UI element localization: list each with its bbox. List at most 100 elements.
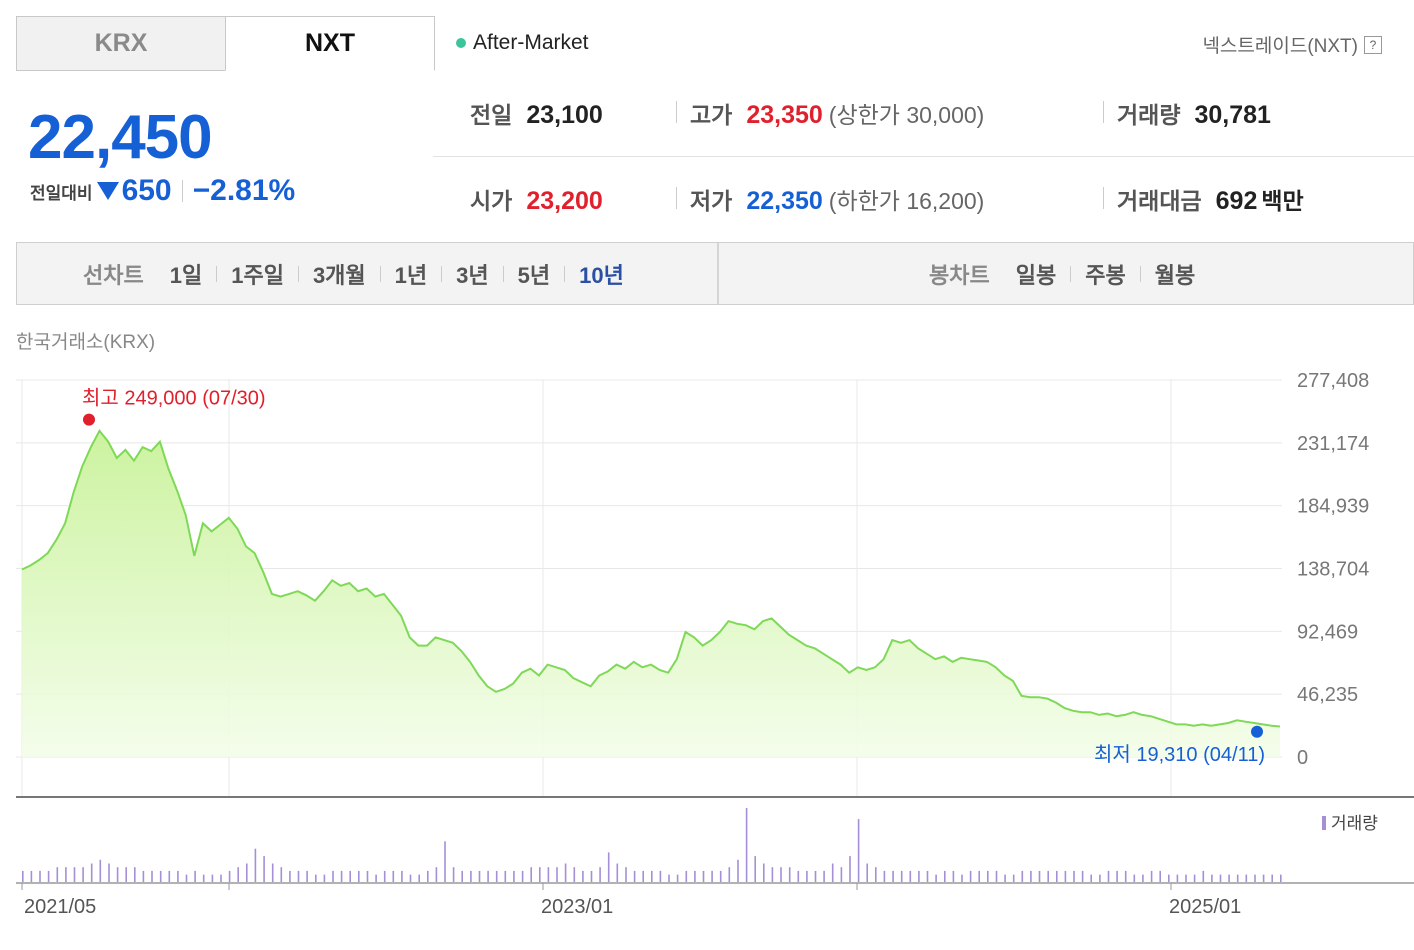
stat-trade-value: 거래대금 692 백만 — [1117, 187, 1304, 215]
volume-bar — [478, 870, 481, 882]
volume-bar — [883, 870, 886, 882]
volume-bar — [332, 870, 334, 882]
volume-bar — [47, 870, 50, 882]
period-1w[interactable]: 1주일 — [231, 262, 284, 288]
volume-bar — [1262, 874, 1265, 882]
volume-bar — [1228, 874, 1230, 882]
y-tick-label: 184,939 — [1297, 496, 1369, 518]
period-1d[interactable]: 1일 — [169, 262, 203, 288]
volume-bar — [1124, 870, 1127, 882]
volume-bar — [461, 870, 463, 882]
volume-bar — [806, 870, 808, 882]
volume-bar — [73, 867, 76, 882]
volume-bar — [1245, 874, 1248, 882]
stat-divider — [1103, 101, 1104, 123]
volume-bar — [823, 870, 825, 882]
high-marker-dot — [83, 413, 95, 426]
volume-bar — [625, 867, 627, 882]
stat-divider — [1103, 187, 1104, 209]
volume-bar — [1081, 870, 1084, 882]
volume-bar — [504, 870, 507, 882]
volume-bar — [56, 867, 59, 882]
help-icon[interactable]: ? — [1364, 35, 1382, 54]
volume-bar — [987, 870, 989, 882]
period-3y[interactable]: 3년 — [456, 262, 489, 288]
volume-bar — [1219, 874, 1222, 882]
volume-bar — [719, 870, 722, 882]
volume-bar — [685, 870, 688, 882]
volume-bar — [961, 874, 963, 882]
volume-bar — [177, 870, 179, 882]
volume-bar — [495, 870, 498, 882]
y-tick-label: 231,174 — [1297, 433, 1369, 455]
volume-bar — [582, 870, 584, 882]
volume-bar — [737, 859, 739, 882]
volume-bar — [1133, 874, 1136, 882]
volume-bar — [1021, 870, 1024, 882]
stat-volume: 거래량 30,781 — [1117, 101, 1271, 129]
volume-bar — [470, 870, 472, 882]
volume-bar — [263, 856, 265, 882]
volume-bar — [246, 863, 248, 882]
volume-bar — [780, 867, 782, 882]
change-label: 전일대비 — [30, 183, 93, 203]
candle-monthly[interactable]: 월봉 — [1154, 262, 1196, 288]
candle-weekly[interactable]: 주봉 — [1085, 262, 1126, 288]
period-1y[interactable]: 1년 — [394, 262, 428, 288]
volume-bar — [651, 870, 653, 882]
price-line — [21, 428, 1281, 728]
volume-bar — [1030, 870, 1032, 882]
nxt-exchange-link[interactable]: 넥스트레이드(NXT) ? — [1202, 31, 1382, 58]
volume-bar — [763, 863, 765, 882]
change-amount: 650 — [121, 174, 172, 207]
tab-krx[interactable]: KRX — [16, 16, 226, 71]
volume-bar — [1047, 870, 1049, 882]
volume-bar — [220, 874, 222, 882]
volume-bar — [1159, 870, 1161, 882]
volume-bar — [1176, 874, 1179, 882]
period-bar-divider — [717, 243, 719, 304]
candle-chart-tabs: 봉차트 일봉 주봉 월봉 — [929, 243, 1209, 304]
volume-bar — [539, 867, 541, 882]
candle-chart-title: 봉차트 — [929, 262, 990, 288]
volume-bar — [65, 867, 67, 882]
volume-bar — [1271, 874, 1273, 882]
volume-bar — [1004, 874, 1006, 882]
volume-bar — [1280, 874, 1282, 882]
change-divider — [181, 180, 183, 202]
period-10y[interactable]: 10년 — [579, 262, 624, 288]
tab-nxt[interactable]: NXT — [225, 16, 435, 71]
volume-bar — [952, 870, 955, 882]
stats-divider — [433, 156, 1414, 157]
price-chart[interactable]: 277,408 231,174 184,939 138,704 92,469 46,235… — [0, 360, 1414, 940]
volume-bar — [1193, 874, 1196, 882]
period-3m[interactable]: 3개월 — [312, 262, 366, 288]
volume-bar — [159, 870, 162, 882]
volume-bar — [315, 874, 317, 882]
volume-bar — [142, 870, 145, 882]
tab-divider — [1139, 265, 1141, 282]
volume-bar — [1056, 870, 1058, 882]
volume-bar — [909, 870, 912, 882]
volume-bar — [530, 867, 532, 882]
low-marker-dot — [1251, 725, 1263, 738]
volume-bar — [82, 867, 84, 882]
volume-bar — [814, 870, 817, 882]
volume-bar — [366, 870, 369, 882]
volume-bar — [211, 874, 214, 882]
volume-bar — [969, 870, 972, 882]
volume-bar — [900, 870, 903, 882]
period-5y[interactable]: 5년 — [517, 262, 551, 288]
volume-bar — [668, 874, 670, 882]
volume-bar — [1168, 874, 1170, 882]
volume-bar — [22, 870, 24, 882]
volume-bar — [297, 870, 300, 882]
line-chart-tabs: 선차트 1일 1주일 3개월 1년 3년 5년 10년 — [83, 243, 638, 304]
tab-divider — [441, 265, 443, 282]
volume-bar — [978, 870, 980, 882]
volume-bar — [1142, 874, 1144, 882]
candle-daily[interactable]: 일봉 — [1015, 262, 1057, 288]
volume-bar — [564, 863, 567, 882]
volume-bar — [590, 870, 593, 882]
down-triangle-icon — [96, 182, 119, 200]
